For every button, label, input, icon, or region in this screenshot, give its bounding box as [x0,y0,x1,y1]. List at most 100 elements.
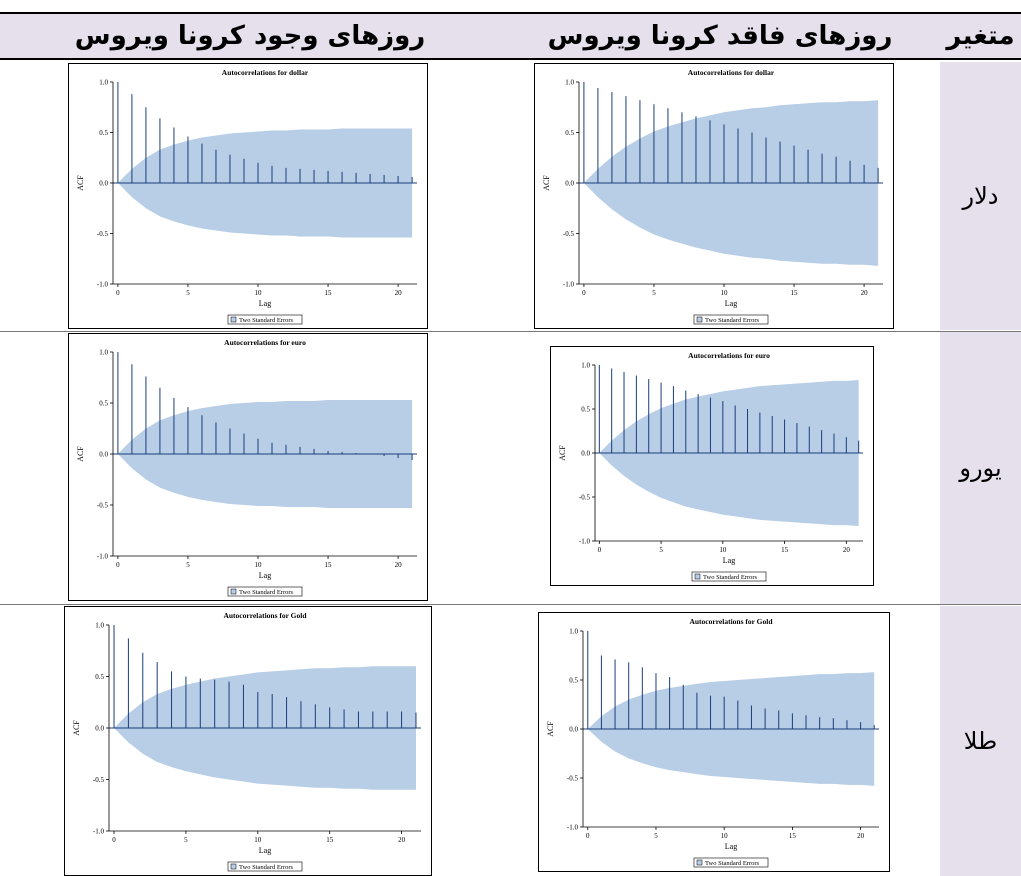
y-axis-label: ACF [558,445,567,461]
y-axis-label: ACF [546,721,555,737]
chart-svg: Autocorrelations for dollar -1.0 -0.5 0.0 0.… [542,68,883,325]
x-tick-label: 5 [186,289,190,297]
y-tick-label: 0.5 [565,129,574,137]
chart-title: Autocorrelations for Gold [689,617,773,626]
y-tick-label: 1.0 [581,362,590,370]
chart-svg: Autocorrelations for euro -1.0 -0.5 0.0 0.5 1… [558,351,863,582]
row-label-gold: طلا [940,606,1021,876]
x-tick-label: 15 [325,289,333,297]
x-tick-label: 15 [326,836,334,844]
y-tick-label: 0.0 [95,725,104,733]
y-tick-label: 0.5 [99,400,108,408]
legend-box [227,861,303,872]
y-axis-label: ACF [72,720,81,736]
row-label-dollar: دلار [940,62,1021,330]
x-axis-label: Lag [723,556,735,565]
x-tick-label: 5 [184,836,188,844]
legend-swatch [230,316,237,323]
chart-svg: Autocorrelations for Gold -1.0 -0.5 0.0 0.5 1… [546,617,879,868]
y-tick-label: 0.5 [95,673,104,681]
y-tick-label: -0.5 [579,494,591,502]
legend-label: Two Standard Errors [239,589,294,596]
x-tick-label: 20 [395,289,403,297]
legend-swatch [696,316,703,323]
x-tick-label: 20 [857,832,865,840]
header-with-corona: روزهای وجود کرونا ویروس [74,21,426,51]
y-tick-label: 0.0 [565,180,574,188]
legend-box [693,857,769,868]
chart-euro-without-corona: Autocorrelations for euro -1.0 -0.5 0.0 0.5 1… [550,346,874,586]
row-divider [0,331,1021,332]
x-axis-label: Lag [725,299,737,308]
x-tick-label: 0 [582,289,586,297]
y-tick-label: -0.5 [93,776,105,784]
legend-label: Two Standard Errors [703,574,758,581]
x-tick-label: 5 [659,546,663,554]
chart-title: Autocorrelations for dollar [688,68,775,77]
row-divider [0,604,1021,605]
y-tick-label: 0.5 [99,129,108,137]
legend-box [227,586,303,597]
chart-gold-without-corona: Autocorrelations for Gold -1.0 -0.5 0.0 0.5 1… [538,612,890,872]
y-tick-label: 1.0 [99,79,108,87]
y-tick-label: 0.0 [99,180,108,188]
y-tick-label: -1.0 [579,538,591,546]
legend-label: Two Standard Errors [239,864,294,871]
y-tick-label: -1.0 [93,828,105,836]
legend-label: Two Standard Errors [239,317,294,324]
y-tick-label: -1.0 [563,281,575,289]
chart-euro-with-corona: Autocorrelations for euro -1.0 -0.5 0.0 0.5 1… [68,333,428,601]
y-tick-label: -1.0 [567,824,579,832]
x-tick-label: 0 [598,546,602,554]
legend-swatch [230,588,237,595]
x-axis-label: Lag [725,842,737,851]
x-axis-label: Lag [259,299,271,308]
chart-svg: Autocorrelations for Gold -1.0 -0.5 0.0 0.5 1… [72,611,421,872]
x-axis-label: Lag [259,571,271,580]
chart-title: Autocorrelations for euro [224,338,306,347]
x-tick-label: 15 [791,289,799,297]
x-tick-label: 15 [789,832,797,840]
legend-box [227,314,303,325]
x-tick-label: 10 [254,289,262,297]
x-tick-label: 20 [843,546,851,554]
chart-title: Autocorrelations for euro [688,351,770,360]
legend-box [691,571,767,582]
x-tick-label: 0 [586,832,590,840]
x-tick-label: 5 [652,289,656,297]
y-tick-label: -0.5 [567,775,579,783]
chart-svg: Autocorrelations for euro -1.0 -0.5 0.0 0.5 1… [76,338,417,597]
y-axis-label: ACF [76,175,85,191]
x-tick-label: 10 [254,561,262,569]
x-tick-label: 5 [186,561,190,569]
chart-dollar-with-corona: Autocorrelations for dollar -1.0 -0.5 0.0 0.… [68,63,428,329]
chart-gold-with-corona: Autocorrelations for Gold -1.0 -0.5 0.0 0.5 1… [64,606,432,876]
x-tick-label: 10 [254,836,262,844]
y-tick-label: 1.0 [95,622,104,630]
x-axis-label: Lag [259,846,271,855]
header-variable: متغیر [946,21,1015,51]
x-tick-label: 20 [861,289,869,297]
legend-box [693,314,769,325]
x-tick-label: 20 [395,561,403,569]
y-axis-label: ACF [542,175,551,191]
x-tick-label: 15 [781,546,789,554]
y-tick-label: 0.0 [581,450,590,458]
x-tick-label: 10 [720,289,728,297]
y-tick-label: 1.0 [99,349,108,357]
y-tick-label: 0.0 [99,451,108,459]
y-tick-label: -0.5 [97,230,109,238]
x-tick-label: 10 [719,546,727,554]
x-tick-label: 10 [721,832,729,840]
chart-dollar-without-corona: Autocorrelations for dollar -1.0 -0.5 0.0 0.… [534,63,894,329]
chart-title: Autocorrelations for Gold [223,611,307,620]
legend-swatch [230,863,237,870]
legend-label: Two Standard Errors [705,317,760,324]
header-row [0,12,1021,60]
y-tick-label: 0.5 [581,406,590,414]
y-axis-label: ACF [76,446,85,462]
x-tick-label: 15 [325,561,333,569]
legend-swatch [696,859,703,866]
chart-svg: Autocorrelations for dollar -1.0 -0.5 0.0 0.… [76,68,417,325]
y-tick-label: 1.0 [565,79,574,87]
